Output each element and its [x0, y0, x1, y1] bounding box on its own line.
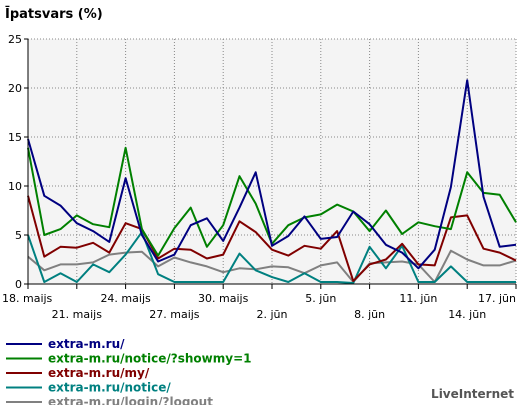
y-tick-label: 0 — [15, 278, 22, 291]
x-tick-label: 27. maijs — [149, 308, 200, 321]
x-tick-label: 17. jūn — [478, 292, 516, 305]
y-tick-label: 15 — [8, 131, 22, 144]
legend-label: extra-m.ru/login/?logout — [48, 395, 213, 405]
x-tick-label: 24. maijs — [100, 292, 151, 305]
x-tick-label: 30. maijs — [198, 292, 249, 305]
brand-logo: LiveInternet — [431, 387, 514, 401]
series-line-3 — [27, 231, 516, 284]
x-tick-label: 5. jūn — [305, 292, 336, 305]
legend-label: extra-m.ru/notice/?showmy=1 — [48, 352, 252, 366]
x-tick-label: 2. jūn — [257, 308, 288, 321]
legend-label: extra-m.ru/my/ — [48, 366, 150, 380]
x-tick-label: 21. maijs — [52, 308, 103, 321]
x-tick-label: 14. jūn — [448, 308, 486, 321]
chart-title: Īpatsvars (%) — [5, 7, 103, 22]
legend: extra-m.ru/extra-m.ru/notice/?showmy=1ex… — [6, 337, 252, 405]
x-tick-label: 8. jūn — [354, 308, 385, 321]
x-tick-label: 18. maijs — [2, 292, 53, 305]
series-line-2 — [27, 195, 517, 283]
x-axis: 18. maijs 24. maijs 30. maijs 5. jūn 11. jūn… — [2, 284, 517, 321]
series-lines — [27, 79, 517, 284]
legend-label: extra-m.ru/ — [48, 337, 125, 351]
y-tick-label: 10 — [8, 180, 22, 193]
y-tick-label: 25 — [8, 33, 22, 46]
series-line-0 — [27, 79, 517, 270]
y-tick-label: 20 — [8, 82, 22, 95]
y-tick-label: 5 — [15, 229, 22, 242]
legend-label: extra-m.ru/notice/ — [48, 381, 171, 395]
x-tick-label: 11. jūn — [399, 292, 437, 305]
y-axis: 0 5 10 15 20 25 — [8, 33, 28, 291]
